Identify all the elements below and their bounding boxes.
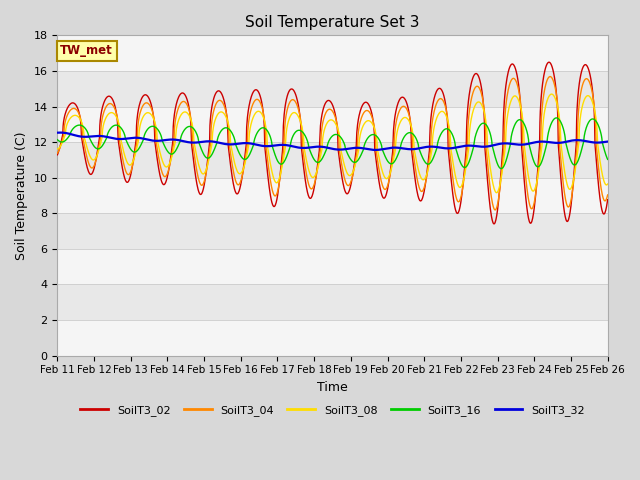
Legend: SoilT3_02, SoilT3_04, SoilT3_08, SoilT3_16, SoilT3_32: SoilT3_02, SoilT3_04, SoilT3_08, SoilT3_…: [76, 401, 589, 420]
Y-axis label: Soil Temperature (C): Soil Temperature (C): [15, 131, 28, 260]
X-axis label: Time: Time: [317, 381, 348, 394]
Bar: [58, 320, 607, 356]
Bar: [58, 249, 607, 285]
Bar: [58, 178, 607, 213]
Bar: [58, 36, 607, 71]
Text: TW_met: TW_met: [60, 44, 113, 57]
Title: Soil Temperature Set 3: Soil Temperature Set 3: [245, 15, 420, 30]
Bar: [58, 107, 607, 142]
